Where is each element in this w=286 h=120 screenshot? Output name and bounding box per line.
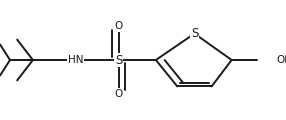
Text: O: O — [115, 21, 123, 31]
Text: S: S — [115, 54, 122, 66]
Text: OH: OH — [276, 55, 286, 65]
Text: O: O — [115, 89, 123, 99]
Text: HN: HN — [68, 55, 84, 65]
Text: S: S — [191, 27, 198, 40]
